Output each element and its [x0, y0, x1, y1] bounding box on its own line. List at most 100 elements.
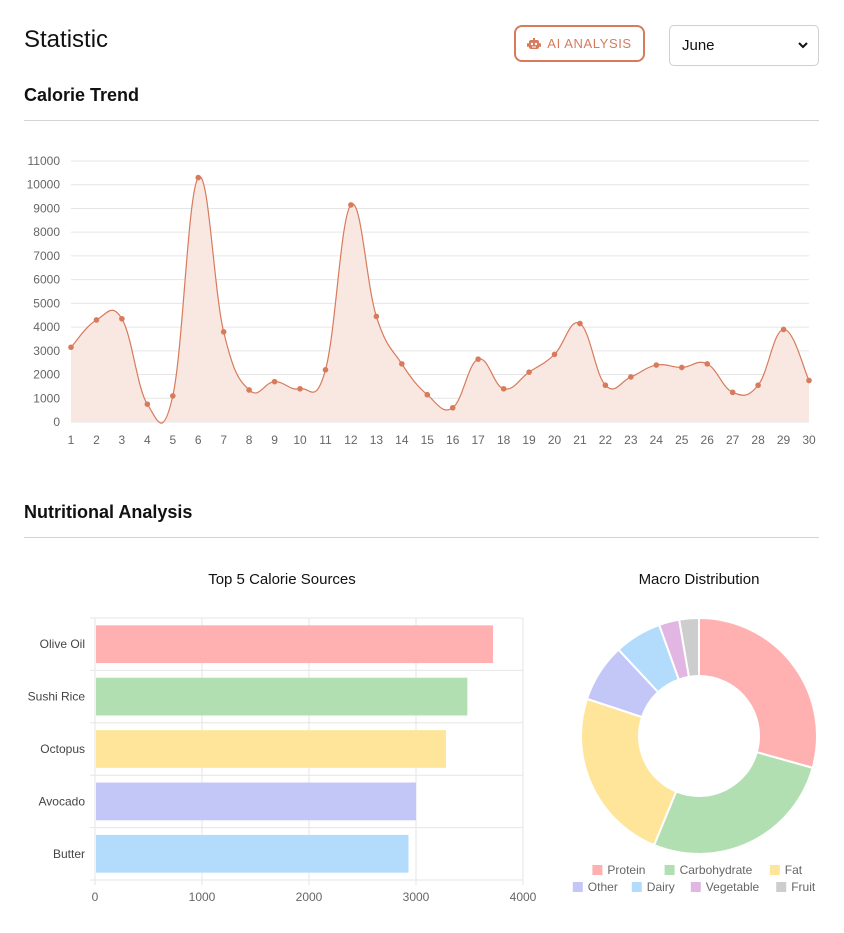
- x-tick-label: 19: [522, 433, 536, 447]
- y-tick-label: Sushi Rice: [28, 690, 86, 704]
- y-tick-label: Avocado: [39, 794, 86, 808]
- bar: [96, 730, 446, 768]
- calorie-point: [678, 364, 685, 371]
- calorie-point: [577, 320, 583, 327]
- legend-swatch: [690, 882, 701, 892]
- y-tick-label: 10000: [27, 178, 61, 192]
- x-tick-label: 3: [119, 433, 126, 447]
- legend-swatch: [769, 865, 780, 875]
- x-tick-label: 23: [624, 433, 638, 447]
- x-tick-label: 15: [421, 433, 435, 447]
- x-tick-label: 24: [650, 433, 664, 447]
- y-tick-label: Olive Oil: [40, 637, 85, 651]
- bar: [96, 782, 416, 821]
- x-tick-label: 29: [777, 433, 791, 447]
- month-select-value: June: [682, 37, 715, 54]
- pie-slice: [580, 697, 678, 847]
- x-tick-label: 6: [195, 433, 202, 447]
- month-select[interactable]: June: [669, 25, 819, 66]
- x-tick-label: 4: [144, 433, 151, 447]
- calorie-point: [475, 356, 481, 362]
- legend-swatch: [776, 882, 787, 892]
- bar: [96, 677, 468, 716]
- x-tick-label: 3000: [403, 890, 430, 904]
- calorie-point: [144, 401, 151, 408]
- x-tick-label: 7: [220, 433, 227, 447]
- pie-slice: [698, 616, 818, 770]
- divider: [24, 120, 819, 121]
- y-tick-label: 4000: [33, 320, 60, 334]
- calorie-point: [653, 362, 660, 368]
- calorie-point: [93, 317, 100, 323]
- calorie-point: [729, 389, 736, 396]
- x-tick-label: 20: [548, 433, 562, 447]
- calorie-point: [271, 378, 278, 385]
- x-tick-label: 11: [319, 433, 332, 447]
- calorie-point: [551, 351, 558, 358]
- x-tick-label: 28: [751, 433, 765, 447]
- pie-slice: [652, 750, 814, 855]
- legend-label: Protein: [607, 863, 645, 877]
- calorie-point: [500, 385, 507, 392]
- x-tick-label: 27: [726, 433, 740, 447]
- legend-label: Fruit: [791, 880, 816, 894]
- y-tick-label: 3000: [33, 344, 60, 358]
- calorie-point: [755, 382, 761, 389]
- x-tick-label: 16: [446, 433, 460, 447]
- calorie-point: [195, 174, 202, 181]
- calorie-point: [780, 326, 787, 333]
- calorie-point: [220, 329, 227, 335]
- nutritional-analysis-title: Nutritional Analysis: [24, 502, 193, 522]
- x-tick-label: 9: [271, 433, 278, 447]
- divider: [24, 537, 819, 538]
- x-tick-label: 1: [68, 433, 75, 447]
- x-tick-label: 8: [246, 433, 253, 447]
- calorie-point: [704, 361, 711, 367]
- y-tick-label: 7000: [33, 249, 60, 263]
- calorie-point: [449, 404, 456, 411]
- y-tick-label: Butter: [53, 847, 85, 861]
- calorie-point: [348, 202, 354, 208]
- legend-label: Vegetable: [706, 880, 760, 894]
- calorie-point: [424, 391, 431, 398]
- legend-swatch: [631, 882, 642, 892]
- calorie-point: [806, 377, 812, 384]
- calorie-point: [297, 385, 303, 392]
- calorie-point: [68, 344, 74, 351]
- legend-swatch: [572, 882, 583, 892]
- legend-label: Fat: [785, 863, 803, 877]
- x-tick-label: 1000: [189, 890, 216, 904]
- calorie-point: [322, 367, 329, 373]
- y-tick-label: 9000: [33, 201, 60, 215]
- legend-label: Dairy: [647, 880, 675, 894]
- legend-label: Other: [588, 880, 618, 894]
- calorie-point: [526, 369, 532, 375]
- calorie-trend-chart: 0 1000 2000 3000 4000 5000 6000 7000 8000 9000 100…: [27, 154, 816, 447]
- x-tick-label: 18: [497, 433, 511, 447]
- y-tick-label: 6000: [33, 273, 60, 287]
- y-tick-label: 0: [53, 415, 60, 429]
- x-tick-label: 26: [701, 433, 715, 447]
- x-tick-label: 10: [293, 433, 307, 447]
- bar: [96, 834, 409, 873]
- calorie-point: [119, 315, 125, 322]
- bar: [96, 625, 494, 664]
- top5-calorie-chart: Top 5 Calorie Sources 0 1000 2000 3000 4000 Ol…: [28, 571, 537, 904]
- x-tick-label: 17: [471, 433, 485, 447]
- calorie-area-fill: [71, 176, 809, 424]
- y-tick-label: 11000: [28, 154, 61, 168]
- x-tick-label: 22: [599, 433, 613, 447]
- x-tick-label: 4000: [510, 890, 537, 904]
- x-tick-label: 21: [573, 433, 587, 447]
- pie-slice: [678, 616, 700, 679]
- calorie-point: [399, 361, 405, 367]
- legend-swatch: [664, 865, 675, 875]
- y-tick-label: 2000: [33, 368, 60, 382]
- x-tick-label: 14: [395, 433, 409, 447]
- ai-analysis-button[interactable]: AI ANALYSIS: [514, 25, 645, 62]
- y-tick-label: 5000: [33, 296, 60, 310]
- y-tick-label: Octopus: [40, 742, 85, 756]
- calorie-point: [628, 374, 634, 380]
- x-tick-label: 2000: [296, 890, 323, 904]
